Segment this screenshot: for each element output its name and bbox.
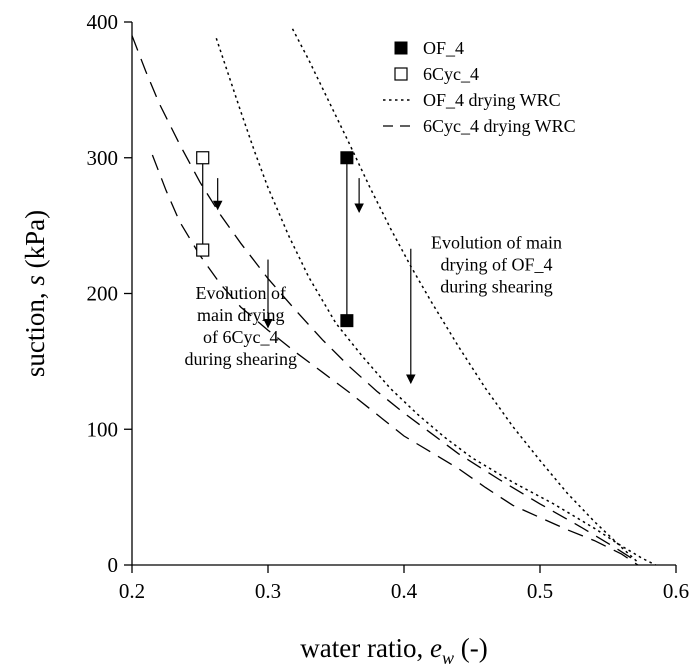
- x-axis-title-part: (-): [454, 633, 488, 663]
- legend-label: 6Cyc_4 drying WRC: [423, 116, 576, 136]
- data-markers: [196, 151, 354, 328]
- annotation-line: Evolution of main: [431, 233, 562, 253]
- y-axis-title-symbol: s: [20, 275, 50, 286]
- 6cyc4-point: [196, 243, 210, 257]
- y-tick-label: 300: [87, 146, 119, 170]
- y-axis-title: suction, s (kPa): [20, 210, 50, 377]
- x-tick-label: 0.3: [255, 579, 281, 603]
- legend-of4-swatch: [394, 41, 408, 55]
- y-axis-title-part: suction,: [20, 286, 50, 378]
- y-tick-label: 0: [108, 553, 119, 577]
- 6cyc4-drying-wrc-curve: [151, 154, 639, 566]
- x-axis-title-symbol: e: [430, 633, 442, 663]
- x-tick-label: 0.2: [119, 579, 145, 603]
- x-axis-title: water ratio, ew (-): [300, 633, 487, 668]
- of4-point: [340, 151, 354, 165]
- annotation-line: during shearing: [440, 277, 552, 297]
- annotation-6cyc4: Evolution of main drying of 6Cyc_4 during s…: [185, 283, 297, 369]
- axis-titles: water ratio, ew (-) suction, s (kPa): [20, 210, 488, 668]
- annotation-line: during shearing: [185, 349, 297, 369]
- 6cyc4-drying-wrc-curve: [131, 35, 639, 563]
- 6cyc4-point: [196, 151, 210, 165]
- of4-drying-wrc-curve: [291, 28, 639, 563]
- axes: 0.2 0.3 0.4 0.5 0.6 0 100 200 300 400: [87, 10, 690, 603]
- y-axis-title-part: (kPa): [20, 210, 50, 275]
- x-axis-title-subscript: w: [442, 648, 454, 668]
- annotation-line: Evolution of: [196, 283, 287, 303]
- annotations: Evolution of main drying of 6Cyc_4 during s…: [185, 233, 562, 369]
- wrc-curves: [131, 28, 656, 566]
- y-tick-label: 100: [87, 417, 119, 441]
- of4-point: [340, 314, 354, 328]
- legend: OF_4 6Cyc_4 OF_4 drying WRC 6Cyc_4 drying W…: [383, 38, 576, 136]
- legend-6cyc4-swatch: [394, 67, 408, 81]
- x-axis-title-part: water ratio,: [300, 633, 430, 663]
- legend-label: OF_4 drying WRC: [423, 90, 561, 110]
- x-tick-label: 0.6: [663, 579, 689, 603]
- y-tick-label: 200: [87, 282, 119, 306]
- y-tick-label: 400: [87, 10, 119, 34]
- x-tick-label: 0.4: [391, 579, 418, 603]
- x-tick-label: 0.5: [527, 579, 553, 603]
- annotation-line: of 6Cyc_4: [203, 327, 279, 347]
- annotation-of4: Evolution of main drying of OF_4 during sh…: [431, 233, 562, 297]
- legend-label: 6Cyc_4: [423, 64, 479, 84]
- annotation-line: main drying: [197, 305, 285, 325]
- annotation-line: drying of OF_4: [440, 255, 552, 275]
- arrows: [212, 178, 416, 385]
- legend-label: OF_4: [423, 38, 464, 58]
- vertical-links: [202, 157, 348, 321]
- of4-drying-wrc-curve: [215, 38, 656, 566]
